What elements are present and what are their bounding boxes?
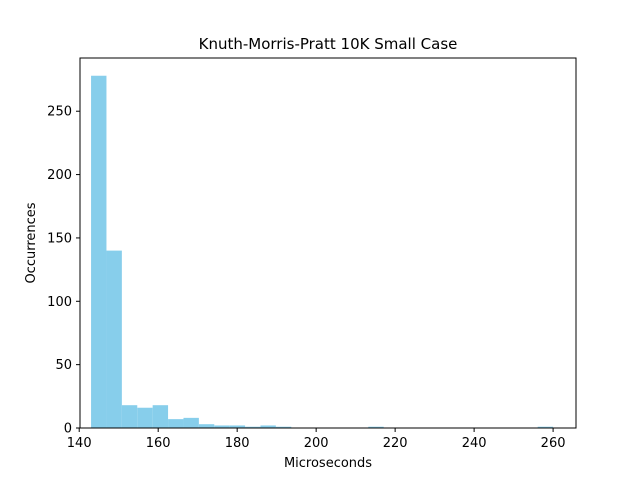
- histogram-bar: [260, 425, 276, 428]
- x-tick-label: 200: [304, 436, 329, 451]
- x-axis-ticks: 140 160 180 200 220 240 260: [67, 428, 566, 451]
- y-tick-label: 100: [47, 295, 72, 310]
- y-tick-label: 200: [47, 168, 72, 183]
- histogram-bar: [275, 426, 292, 428]
- histogram-bar: [152, 405, 169, 428]
- y-tick-label: 250: [47, 105, 72, 120]
- x-tick-label: 220: [383, 436, 408, 451]
- y-tick-label: 0: [64, 422, 72, 437]
- histogram-bar: [229, 425, 246, 428]
- histogram-bar: [137, 407, 153, 428]
- y-axis-label: Occurrences: [24, 202, 39, 283]
- x-tick-label: 180: [225, 436, 250, 451]
- histogram-bar: [198, 424, 215, 428]
- x-tick-label: 240: [462, 436, 487, 451]
- histogram-bar: [91, 75, 107, 429]
- histogram-bar: [214, 425, 230, 428]
- x-tick-label: 140: [67, 436, 92, 451]
- histogram-bar: [537, 426, 554, 428]
- histogram-bar: [183, 417, 199, 428]
- plot-frame: [79, 57, 577, 429]
- bars-group: [91, 75, 554, 429]
- histogram-bar: [245, 426, 261, 428]
- histogram-bar: [168, 419, 184, 428]
- y-tick-label: 50: [55, 358, 72, 373]
- x-tick-label: 160: [146, 436, 171, 451]
- x-axis-label: Microseconds: [284, 456, 372, 471]
- y-axis-ticks: 0 50 100 150 200 250: [47, 105, 80, 437]
- x-tick-label: 260: [541, 436, 566, 451]
- histogram-bar: [368, 426, 384, 428]
- y-tick-label: 150: [47, 231, 72, 246]
- chart-title: Knuth-Morris-Pratt 10K Small Case: [199, 35, 458, 53]
- histogram-bar: [106, 250, 122, 428]
- histogram-bar: [121, 405, 138, 428]
